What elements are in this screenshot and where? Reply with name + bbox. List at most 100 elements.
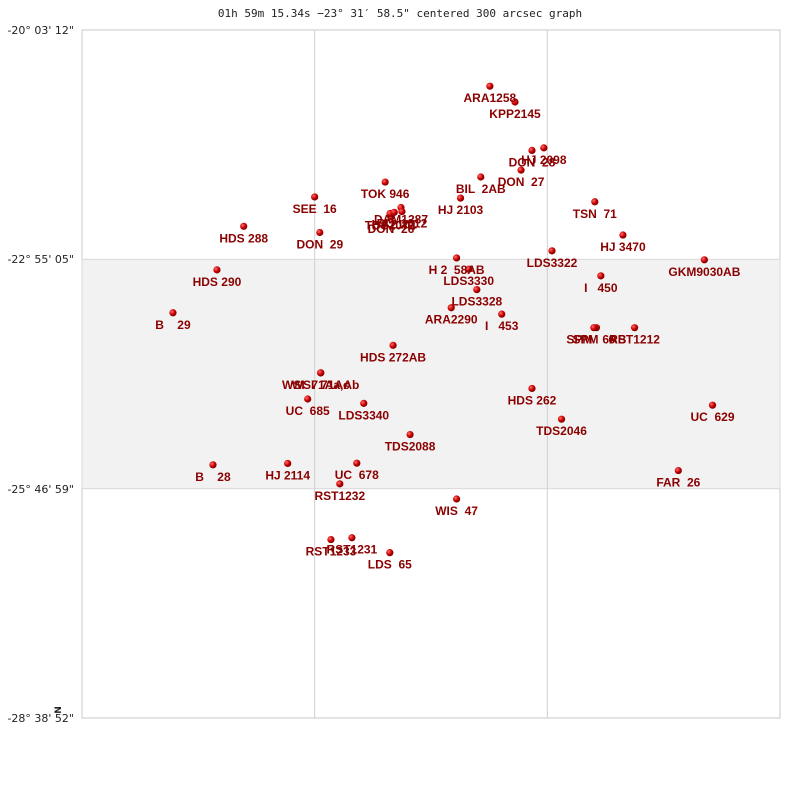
star-label: DAM1287 xyxy=(374,213,428,227)
star-point xyxy=(597,272,605,280)
star-label: WSI 71Aa,Ab xyxy=(282,378,359,392)
star-point xyxy=(674,466,682,475)
star-label: KPP2145 xyxy=(489,107,541,121)
star-point xyxy=(486,82,494,90)
star-point xyxy=(336,480,344,488)
star-label: UC 678 xyxy=(335,468,379,482)
star-point xyxy=(557,415,566,423)
star-label: RST1212 xyxy=(609,333,660,347)
star-label: HJ 2098 xyxy=(521,153,567,167)
star-label: B 28 xyxy=(195,470,231,484)
star-point xyxy=(304,395,312,403)
chart-title: 01h 59m 15.34s −23° 31′ 58.5" centered 3… xyxy=(218,7,582,20)
y-tick-label: -22° 55' 05" xyxy=(7,253,74,266)
star-label: HDS 262 xyxy=(508,393,557,407)
star-point xyxy=(548,247,556,255)
star-label: I 453 xyxy=(485,319,519,333)
star-point xyxy=(209,461,217,469)
star-label: DON 28 xyxy=(509,155,556,169)
star-label: SPM 6AB xyxy=(566,333,626,347)
star-label: DON 29 xyxy=(296,238,343,252)
star-point xyxy=(465,265,473,273)
star-point xyxy=(390,208,398,216)
star-point xyxy=(389,341,397,349)
star-label: SPM 6 xyxy=(573,333,616,347)
star-point xyxy=(511,98,519,106)
star-label: HDS 290 xyxy=(193,275,242,289)
star-point xyxy=(473,286,481,294)
star-label: BU 1012 xyxy=(377,217,428,231)
star-point xyxy=(456,194,465,202)
star-point xyxy=(406,430,414,439)
star-point xyxy=(452,254,461,262)
star-point xyxy=(630,324,639,332)
star-label: RST1232 xyxy=(314,489,365,503)
star-point xyxy=(528,384,536,393)
star-point xyxy=(240,222,248,230)
star-point xyxy=(708,401,717,409)
star-label: LDS3340 xyxy=(338,408,389,422)
star-point xyxy=(619,231,627,239)
star-point xyxy=(169,309,177,317)
star-label: SEE 16 xyxy=(293,202,337,216)
star-label: HJ 3470 xyxy=(600,240,646,254)
star-point xyxy=(327,535,335,544)
star-label: HDS 272AB xyxy=(360,350,426,364)
star-label: TDS2072 xyxy=(365,218,416,232)
star-label: WSI 71Ac xyxy=(292,378,350,392)
star-label: HJ 2101 xyxy=(372,217,418,231)
star-label: LDS3328 xyxy=(451,295,502,309)
star-label: I 450 xyxy=(584,281,618,295)
star-point xyxy=(317,369,325,377)
star-label: DON 26 xyxy=(368,222,415,236)
star-point xyxy=(386,549,394,557)
star-label: WIS 47 xyxy=(435,504,478,518)
star-point xyxy=(540,144,548,152)
star-label: TDS2046 xyxy=(536,424,587,438)
star-point xyxy=(381,178,389,186)
star-label: TSN 71 xyxy=(573,207,617,221)
star-label: UC 685 xyxy=(286,404,330,418)
star-label: LDS3322 xyxy=(527,256,578,270)
star-label: ARA2290 xyxy=(425,313,478,327)
star-point xyxy=(591,198,599,206)
star-point xyxy=(590,324,598,332)
star-point xyxy=(447,304,455,312)
star-label: GKM9030AB xyxy=(668,265,740,279)
shaded-band xyxy=(81,258,781,490)
star-point xyxy=(700,256,708,264)
star-point xyxy=(353,459,361,467)
star-label: HDS 288 xyxy=(219,231,268,245)
star-label: HJ 2114 xyxy=(265,468,310,482)
star-label: LDS 65 xyxy=(368,558,412,572)
star-label: RST1233 xyxy=(306,545,357,559)
star-point xyxy=(498,310,506,318)
star-label: UC 629 xyxy=(691,410,735,424)
star-label: RST1231 xyxy=(327,543,378,557)
star-point xyxy=(360,399,368,407)
star-label: HJ 2103 xyxy=(438,203,484,217)
star-point xyxy=(398,208,406,216)
star-point xyxy=(517,166,525,174)
star-label: B 29 xyxy=(155,318,191,332)
star-point xyxy=(348,534,356,542)
north-marker: N xyxy=(54,706,64,714)
star-label: TOK 946 xyxy=(361,187,410,201)
star-label: LDS3330 xyxy=(443,274,494,288)
star-label: H 2 58AB xyxy=(429,263,485,277)
star-point xyxy=(284,459,292,468)
star-label: BIL 2AB xyxy=(456,182,506,196)
star-label: TDS2088 xyxy=(385,440,436,454)
star-point xyxy=(528,146,536,154)
y-tick-label: -28° 38' 52" xyxy=(7,712,74,725)
y-tick-label: -25° 46' 59" xyxy=(7,483,74,496)
star-point xyxy=(477,173,485,181)
y-tick-label: -20° 03' 12" xyxy=(7,24,74,37)
star-point xyxy=(452,495,461,503)
star-label: DON 27 xyxy=(498,175,545,189)
star-label: FAR 26 xyxy=(656,476,700,490)
star-label: ARA1258 xyxy=(464,91,517,105)
star-point xyxy=(213,266,221,274)
